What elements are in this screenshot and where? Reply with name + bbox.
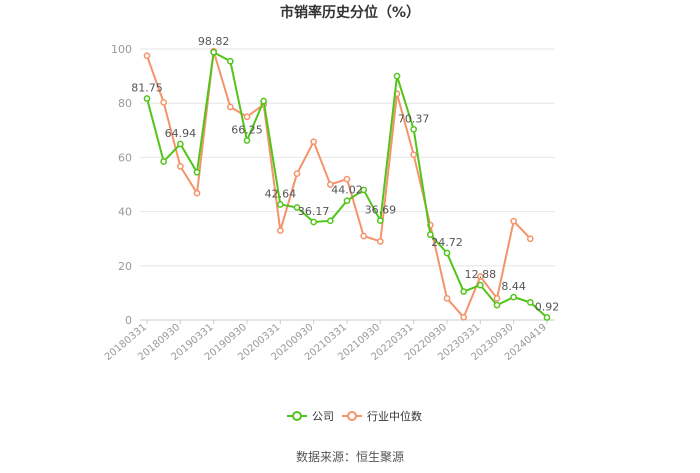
data-label: 66.25 bbox=[231, 123, 263, 136]
data-label: 8.44 bbox=[501, 280, 526, 293]
chart-title: 市销率历史分位（%） bbox=[280, 4, 420, 21]
x-axis: 2018033120180930201903312019093020200331… bbox=[103, 320, 555, 363]
point-company[interactable] bbox=[311, 219, 316, 224]
point-company[interactable] bbox=[261, 98, 266, 103]
legend[interactable]: 公司 行业中位数 bbox=[287, 409, 422, 423]
point-industry-median[interactable] bbox=[511, 218, 516, 223]
y-tick-label: 0 bbox=[125, 314, 132, 327]
data-label: 98.82 bbox=[198, 35, 230, 48]
point-company[interactable] bbox=[244, 138, 249, 143]
y-tick-label: 20 bbox=[118, 260, 132, 273]
legend-item-company[interactable]: 公司 bbox=[287, 410, 334, 423]
y-tick-label: 80 bbox=[118, 97, 132, 110]
point-company[interactable] bbox=[411, 127, 416, 132]
point-company[interactable] bbox=[161, 159, 166, 164]
point-company[interactable] bbox=[461, 289, 466, 294]
legend-item-industry-median[interactable]: 行业中位数 bbox=[342, 409, 422, 423]
data-label: 24.72 bbox=[431, 236, 463, 249]
point-company[interactable] bbox=[478, 282, 483, 287]
data-label: 12.88 bbox=[465, 268, 497, 281]
data-label: 81.75 bbox=[131, 81, 163, 94]
point-company[interactable] bbox=[444, 250, 449, 255]
point-industry-median[interactable] bbox=[178, 164, 183, 169]
point-company[interactable] bbox=[144, 96, 149, 101]
point-company[interactable] bbox=[344, 198, 349, 203]
point-industry-median[interactable] bbox=[344, 176, 349, 181]
point-industry-median[interactable] bbox=[244, 114, 249, 119]
point-industry-median[interactable] bbox=[461, 315, 466, 320]
grid-layer bbox=[140, 49, 555, 266]
point-industry-median[interactable] bbox=[144, 53, 149, 58]
y-tick-label: 60 bbox=[118, 151, 132, 164]
legend-company-label: 公司 bbox=[312, 410, 334, 423]
point-company[interactable] bbox=[494, 302, 499, 307]
point-industry-median[interactable] bbox=[311, 139, 316, 144]
point-company[interactable] bbox=[228, 59, 233, 64]
point-company[interactable] bbox=[194, 170, 199, 175]
point-company[interactable] bbox=[544, 315, 549, 320]
point-company[interactable] bbox=[528, 300, 533, 305]
y-tick-label: 40 bbox=[118, 206, 132, 219]
point-industry-median[interactable] bbox=[494, 296, 499, 301]
point-industry-median[interactable] bbox=[411, 152, 416, 157]
point-company[interactable] bbox=[211, 50, 216, 55]
data-label: 0.92 bbox=[535, 301, 560, 314]
point-company[interactable] bbox=[178, 141, 183, 146]
legend-company-marker bbox=[293, 412, 301, 420]
point-industry-median[interactable] bbox=[278, 228, 283, 233]
data-label: 42.64 bbox=[265, 187, 297, 200]
point-industry-median[interactable] bbox=[378, 239, 383, 244]
point-industry-median[interactable] bbox=[228, 104, 233, 109]
data-label: 70.37 bbox=[398, 112, 430, 125]
point-company[interactable] bbox=[394, 74, 399, 79]
point-industry-median[interactable] bbox=[294, 171, 299, 176]
point-company[interactable] bbox=[378, 218, 383, 223]
point-industry-median[interactable] bbox=[444, 296, 449, 301]
point-industry-median[interactable] bbox=[528, 236, 533, 241]
data-label: 36.17 bbox=[298, 205, 330, 218]
legend-industry-label: 行业中位数 bbox=[367, 409, 422, 423]
y-tick-label: 100 bbox=[111, 43, 132, 56]
data-label: 36.69 bbox=[365, 204, 397, 217]
point-company[interactable] bbox=[278, 202, 283, 207]
y-axis: 0 20 40 60 80 100 bbox=[111, 43, 132, 327]
data-source: 数据来源：恒生聚源 bbox=[296, 449, 404, 464]
data-label: 44.02 bbox=[331, 184, 363, 197]
point-industry-median[interactable] bbox=[161, 100, 166, 105]
point-company[interactable] bbox=[328, 218, 333, 223]
point-industry-median[interactable] bbox=[194, 191, 199, 196]
data-label: 64.94 bbox=[165, 127, 197, 140]
point-company[interactable] bbox=[511, 295, 516, 300]
point-industry-median[interactable] bbox=[361, 233, 366, 238]
legend-industry-marker bbox=[348, 412, 356, 420]
